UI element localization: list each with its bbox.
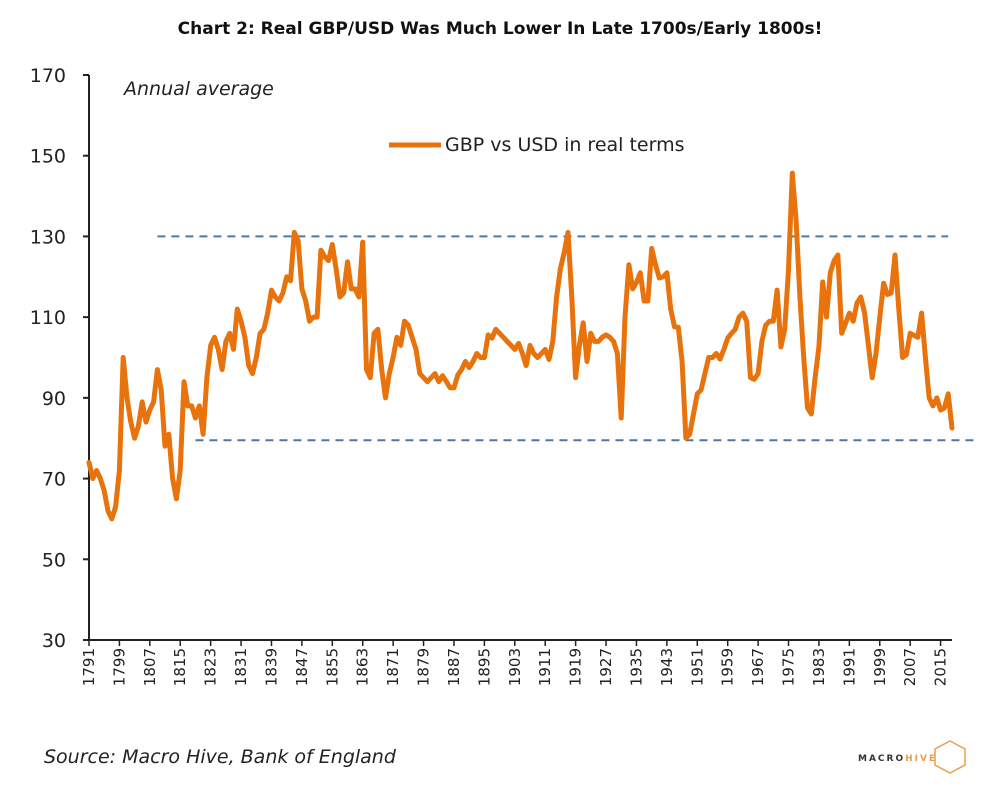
series-group	[86, 170, 955, 522]
y-tick-label: 170	[30, 65, 66, 87]
x-tick-label: 1927	[597, 648, 615, 686]
x-tick-label: 1935	[627, 648, 645, 686]
x-tick-label: 1863	[354, 648, 372, 686]
x-tick-label: 1991	[840, 648, 858, 686]
x-tick-label: 1887	[445, 648, 463, 686]
x-tick-label: 1879	[415, 648, 433, 686]
legend: GBP vs USD in real terms	[389, 134, 685, 156]
x-tick-label: 2007	[901, 648, 919, 686]
legend-label: GBP vs USD in real terms	[445, 134, 685, 156]
x-tick-label: 1999	[871, 648, 889, 686]
x-tick-label: 1839	[262, 648, 280, 686]
axes: 30 50 70 90 110 130 150 170 1791 1799 1807 1815 1823…	[30, 65, 952, 686]
x-tick-label: 1847	[293, 648, 311, 686]
logo-wordmark: MACROHIVE	[858, 754, 937, 764]
x-tick-label: 1951	[688, 648, 706, 686]
x-tick-label: 1895	[475, 648, 493, 686]
y-tick-label: 50	[42, 549, 66, 571]
x-tick-label: 1959	[719, 648, 737, 686]
reference-lines	[157, 235, 979, 442]
x-tick-label: 1791	[80, 648, 98, 686]
x-tick-label: 1807	[141, 648, 159, 686]
x-tick-label: 1983	[810, 648, 828, 686]
y-tick-label: 70	[42, 469, 66, 491]
macro-hive-logo: MACROHIVE	[858, 740, 966, 774]
x-tick-label: 2015	[932, 648, 950, 686]
y-tick-label: 30	[42, 630, 66, 652]
x-tick-label: 1815	[171, 648, 189, 686]
source-note: Source: Macro Hive, Bank of England	[44, 746, 397, 768]
x-tick-label: 1823	[202, 648, 220, 686]
x-tick-label: 1799	[110, 648, 128, 686]
y-tick-label: 150	[30, 146, 66, 168]
x-tick-label: 1975	[780, 648, 798, 686]
y-tick-label: 90	[42, 388, 66, 410]
x-tick-label: 1967	[749, 648, 767, 686]
x-tick-label: 1855	[323, 648, 341, 686]
series-line	[86, 170, 955, 522]
hexagon-icon	[934, 740, 966, 774]
x-tick-label: 1911	[536, 648, 554, 686]
x-tick-label: 1831	[232, 648, 250, 686]
x-tick-label: 1943	[658, 648, 676, 686]
x-tick-label: 1871	[384, 648, 402, 686]
chart-title: Chart 2: Real GBP/USD Was Much Lower In …	[178, 19, 823, 39]
x-tick-label: 1919	[567, 648, 585, 686]
y-tick-label: 130	[30, 226, 66, 248]
y-tick-label: 110	[30, 307, 66, 329]
annual-average-annotation: Annual average	[122, 78, 274, 100]
x-tick-label: 1903	[506, 648, 524, 686]
